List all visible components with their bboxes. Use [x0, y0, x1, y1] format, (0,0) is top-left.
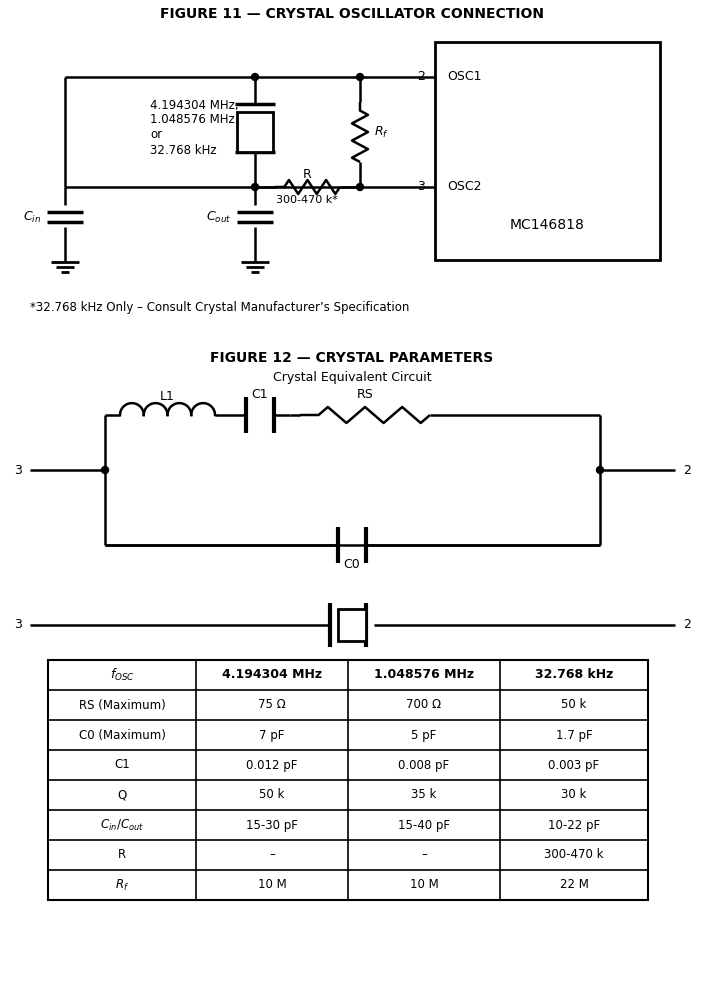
Text: 22 M: 22 M: [560, 879, 589, 891]
Text: 2: 2: [417, 71, 425, 84]
Text: 300-470 k*: 300-470 k*: [276, 195, 338, 205]
Bar: [435, 42, 660, 260]
Text: OSC1: OSC1: [447, 71, 482, 84]
Text: OSC2: OSC2: [447, 180, 482, 193]
Bar: [338, 609, 366, 641]
Text: –: –: [421, 849, 427, 862]
Text: 7 pF: 7 pF: [259, 729, 285, 741]
Text: $R_f$: $R_f$: [374, 124, 389, 140]
Text: $C_{in}/C_{out}$: $C_{in}/C_{out}$: [100, 817, 144, 832]
Text: 50 k: 50 k: [259, 789, 285, 802]
Text: 3: 3: [417, 180, 425, 193]
Circle shape: [596, 466, 603, 473]
Text: L1: L1: [159, 390, 174, 403]
Circle shape: [252, 183, 259, 190]
Text: 1.7 pF: 1.7 pF: [556, 729, 592, 741]
Text: 15-30 pF: 15-30 pF: [246, 818, 298, 831]
Text: R: R: [118, 849, 126, 862]
Text: *32.768 kHz Only – Consult Crystal Manufacturer’s Specification: *32.768 kHz Only – Consult Crystal Manuf…: [30, 302, 410, 315]
Text: R: R: [302, 169, 312, 181]
Circle shape: [102, 466, 109, 473]
Text: C0: C0: [343, 558, 360, 572]
Text: Crystal Equivalent Circuit: Crystal Equivalent Circuit: [273, 372, 431, 385]
Text: 4.194304 MHz: 4.194304 MHz: [222, 669, 322, 681]
Text: 3: 3: [14, 618, 22, 631]
Text: 50 k: 50 k: [561, 698, 587, 712]
Circle shape: [357, 74, 364, 81]
Bar: [237, 112, 273, 152]
Text: 32.768 kHz: 32.768 kHz: [535, 669, 613, 681]
Text: Q: Q: [117, 789, 127, 802]
Text: 75 Ω: 75 Ω: [258, 698, 286, 712]
Text: MC146818: MC146818: [510, 218, 584, 232]
Text: 35 k: 35 k: [411, 789, 436, 802]
Text: 700 Ω: 700 Ω: [407, 698, 441, 712]
Text: 1.048576 MHz: 1.048576 MHz: [374, 669, 474, 681]
Text: 4.194304 MHz,: 4.194304 MHz,: [150, 99, 238, 111]
Text: FIGURE 12 — CRYSTAL PARAMETERS: FIGURE 12 — CRYSTAL PARAMETERS: [210, 351, 494, 365]
Text: C1: C1: [114, 758, 130, 771]
Text: 5 pF: 5 pF: [412, 729, 436, 741]
Text: or: or: [150, 128, 162, 142]
Text: 15-40 pF: 15-40 pF: [398, 818, 450, 831]
Text: –: –: [269, 849, 275, 862]
Text: $C_{out}$: $C_{out}$: [206, 209, 231, 225]
Circle shape: [357, 183, 364, 190]
Bar: [48, 660, 648, 900]
Text: RS: RS: [357, 388, 374, 401]
Text: $R_f$: $R_f$: [115, 878, 129, 892]
Text: 1.048576 MHz,: 1.048576 MHz,: [150, 113, 238, 126]
Text: 2: 2: [683, 463, 691, 476]
Text: 10 M: 10 M: [257, 879, 286, 891]
Text: RS (Maximum): RS (Maximum): [79, 698, 166, 712]
Text: $C_{in}$: $C_{in}$: [23, 209, 41, 225]
Text: 32.768 kHz: 32.768 kHz: [150, 144, 216, 157]
Text: 30 k: 30 k: [561, 789, 587, 802]
Text: FIGURE 11 — CRYSTAL OSCILLATOR CONNECTION: FIGURE 11 — CRYSTAL OSCILLATOR CONNECTIO…: [160, 7, 544, 21]
Text: C1: C1: [252, 388, 269, 401]
Text: 3: 3: [14, 463, 22, 476]
Text: 0.003 pF: 0.003 pF: [548, 758, 599, 771]
Text: 10-22 pF: 10-22 pF: [548, 818, 600, 831]
Text: $f_{OSC}$: $f_{OSC}$: [109, 667, 135, 683]
Circle shape: [252, 74, 259, 81]
Text: 10 M: 10 M: [410, 879, 439, 891]
Text: 0.008 pF: 0.008 pF: [398, 758, 450, 771]
Text: C0 (Maximum): C0 (Maximum): [78, 729, 166, 741]
Text: 300-470 k: 300-470 k: [544, 849, 603, 862]
Text: 2: 2: [683, 618, 691, 631]
Text: 0.012 pF: 0.012 pF: [246, 758, 298, 771]
